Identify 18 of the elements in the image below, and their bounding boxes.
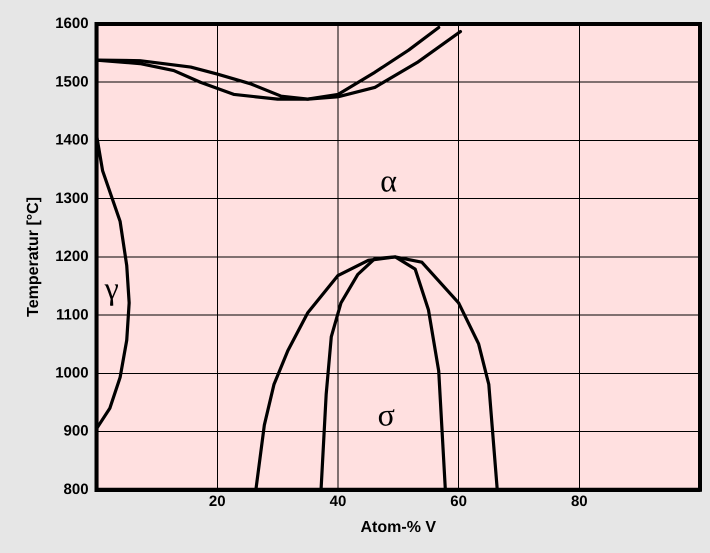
y-tick-label: 1200 xyxy=(55,248,89,266)
y-tick-label: 1500 xyxy=(55,73,89,90)
x-tick-label: 40 xyxy=(330,492,346,510)
y-tick-label: 1300 xyxy=(55,190,89,207)
y-tick-label: 1400 xyxy=(55,132,89,149)
y-tick-label: 1000 xyxy=(55,364,89,382)
y-tick-label: 900 xyxy=(64,422,89,440)
y-tick-label: 1600 xyxy=(55,15,89,32)
x-tick-label: 20 xyxy=(208,492,226,510)
y-axis-title: Temperatur [°C] xyxy=(25,196,42,317)
annotation: σ xyxy=(378,396,395,433)
annotation: α xyxy=(380,162,398,199)
x-tick-label: 80 xyxy=(570,492,588,510)
annotation: γ xyxy=(104,270,119,306)
y-tick-label: 800 xyxy=(64,480,89,498)
x-axis-title: Atom-% V xyxy=(360,518,436,536)
y-tick-label: 1100 xyxy=(56,306,89,324)
x-tick-label: 60 xyxy=(450,492,467,510)
